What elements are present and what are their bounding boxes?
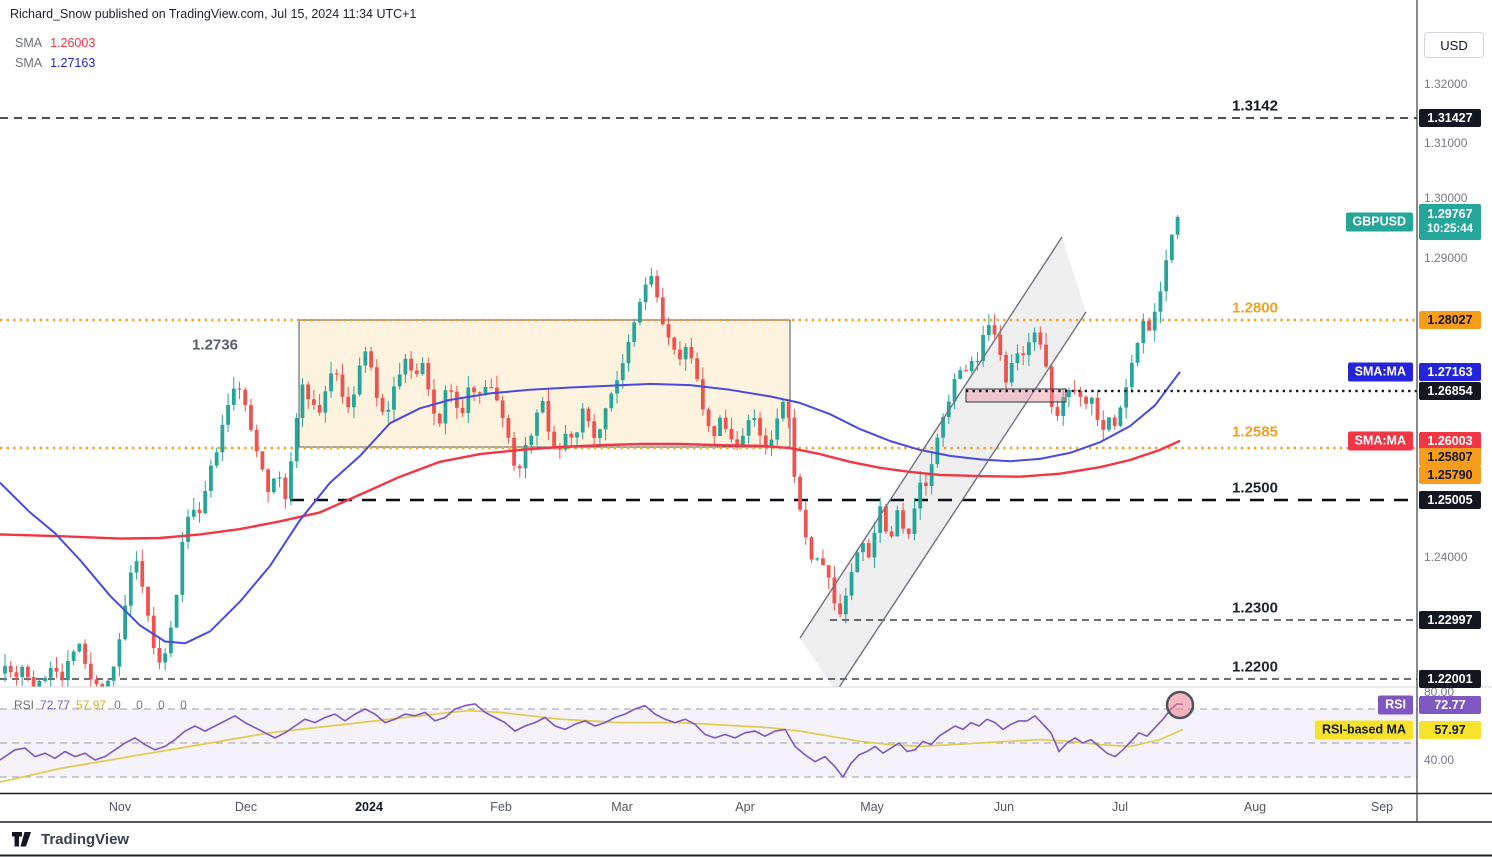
time-axis-label-jun[interactable]: Jun: [993, 800, 1015, 814]
axis-price-tag-1.25807: 1.25807: [1419, 448, 1481, 466]
ascending-channel-fill[interactable]: [800, 237, 1086, 692]
rsi-line[interactable]: [0, 703, 1184, 778]
time-axis-label-mar[interactable]: Mar: [611, 800, 633, 814]
candles-layer[interactable]: [3, 215, 1180, 691]
currency-toggle-button[interactable]: USD: [1424, 32, 1484, 58]
rsi-legend-row[interactable]: RSI 72.77 57.97 0 0 0 0: [14, 698, 193, 712]
time-axis-label-may[interactable]: May: [860, 800, 884, 814]
sma-slow-legend-row[interactable]: SMA 1.27163: [15, 56, 95, 70]
sma-fast-legend-row[interactable]: SMA 1.26003: [15, 36, 95, 50]
time-axis-label-2024[interactable]: 2024: [355, 800, 383, 814]
axis-side-tag-rsi-based-ma: RSI-based MA: [1314, 720, 1413, 740]
rsi-legend-value: 72.77: [40, 698, 71, 712]
time-axis-label-feb[interactable]: Feb: [490, 800, 512, 814]
axis-side-tag-rsi: RSI: [1378, 695, 1413, 715]
axis-price-tag-1.25790: 1.25790: [1419, 466, 1481, 484]
rsi-legend-label: RSI: [14, 698, 35, 712]
time-axis-label-sep[interactable]: Sep: [1370, 800, 1394, 814]
sma-fast-legend-label: SMA: [15, 36, 43, 50]
price-axis-tick-1.30000: 1.30000: [1424, 191, 1468, 205]
axis-price-tag-1.29767: 1.29767 10:25:44: [1419, 204, 1481, 240]
time-axis-label-apr[interactable]: Apr: [735, 800, 755, 814]
axis-price-tag-1.25005: 1.25005: [1419, 491, 1481, 509]
time-axis-label-jul[interactable]: Jul: [1112, 800, 1128, 814]
tradingview-logo-text: TradingView: [41, 831, 130, 848]
rsi-pane[interactable]: [0, 703, 1417, 783]
axis-price-tag-57.97: 57.97: [1419, 721, 1481, 739]
sma-fast-line[interactable]: [0, 439, 1181, 540]
axis-price-tag-1.26854: 1.26854: [1419, 382, 1481, 400]
level-label-1.3142[interactable]: 1.3142: [1232, 97, 1278, 115]
axis-price-tag-1.31427: 1.31427: [1419, 109, 1481, 127]
sma-slow-legend-value: 1.27163: [50, 56, 96, 70]
time-axis-label-nov[interactable]: Nov: [108, 800, 132, 814]
level-label-1.2500[interactable]: 1.2500: [1232, 479, 1278, 497]
price-axis-tick-1.31000: 1.31000: [1424, 136, 1468, 150]
tradingview-logo-icon: [12, 832, 31, 847]
price-axis-tick-80.00: 80.00: [1424, 685, 1455, 699]
price-axis-tick-1.24000: 1.24000: [1424, 550, 1468, 564]
main-pane[interactable]: [0, 117, 1417, 692]
price-axis-tick-1.29000: 1.29000: [1424, 251, 1468, 265]
ascending-channel-upper-line[interactable]: [799, 236, 1063, 639]
axis-side-tag-sma-ma: SMA:MA: [1347, 431, 1413, 451]
level-label-1.2200[interactable]: 1.2200: [1232, 658, 1278, 676]
ascending-channel-lower-line[interactable]: [836, 311, 1087, 692]
rsi-ma-legend-value: 57.97: [76, 698, 107, 712]
rsi-highlight-circle[interactable]: [1165, 690, 1195, 720]
axis-price-tag-72.77: 72.77: [1419, 696, 1481, 714]
sma-fast-legend-value: 1.26003: [50, 36, 96, 50]
price-axis-tick-1.32000: 1.32000: [1424, 77, 1468, 91]
time-axis-label-aug[interactable]: Aug: [1243, 800, 1267, 814]
level-label-1.2736[interactable]: 1.2736: [192, 336, 238, 354]
countdown-timer: 10:25:44: [1426, 223, 1474, 235]
level-label-1.2800[interactable]: 1.2800: [1232, 299, 1278, 317]
axis-price-tag-1.22997: 1.22997: [1419, 611, 1481, 629]
axis-side-tag-sma-ma: SMA:MA: [1347, 362, 1413, 382]
retest-zone-box[interactable]: [965, 388, 1067, 403]
level-label-1.2300[interactable]: 1.2300: [1232, 599, 1278, 617]
rsi-ma-line[interactable]: [0, 709, 1184, 783]
time-axis-label-dec[interactable]: Dec: [234, 800, 258, 814]
axis-side-tag-gbpusd: GBPUSD: [1345, 212, 1413, 232]
level-label-1.2585[interactable]: 1.2585: [1232, 423, 1278, 441]
sma-slow-line[interactable]: [0, 371, 1181, 645]
consolidation-box[interactable]: [298, 319, 791, 448]
sma-slow-legend-label: SMA: [15, 56, 43, 70]
rsi-legend-zeros: 0 0 0 0: [114, 698, 193, 712]
axis-price-tag-1.28027: 1.28027: [1419, 311, 1481, 329]
price-axis-tick-40.00: 40.00: [1424, 753, 1455, 767]
tradingview-logo[interactable]: TradingView: [12, 831, 129, 848]
axis-price-tag-1.27163: 1.27163: [1419, 363, 1481, 381]
attribution-text: Richard_Snow published on TradingView.co…: [10, 7, 417, 21]
axis-price-tag-1.26003: 1.26003: [1419, 432, 1481, 450]
axis-price-tag-1.22001: 1.22001: [1419, 670, 1481, 688]
